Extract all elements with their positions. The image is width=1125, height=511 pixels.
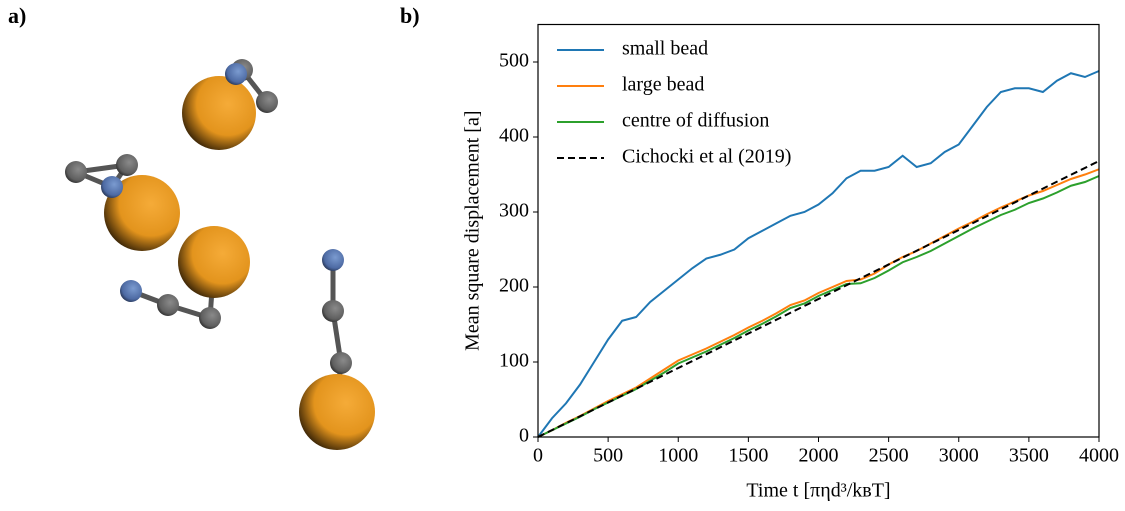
x-tick-label: 1500 [728,445,768,467]
x-tick-label: 500 [593,445,623,467]
panel-label: a) [8,3,26,28]
x-tick-label: 0 [533,445,543,467]
series-line [537,70,1100,438]
series-line [537,160,1100,438]
y-axis-label: Mean square displacement [a] [462,111,484,351]
legend-label: small bead [622,38,708,60]
x-tick-label: 3500 [1009,445,1049,467]
x-tick-label: 3000 [939,445,979,467]
bead-rendering [65,59,375,450]
x-tick-label: 1000 [658,445,698,467]
x-tick-label: 2000 [799,445,839,467]
y-tick-label: 200 [499,275,529,297]
legend-label: centre of diffusion [622,110,769,132]
y-tick-label: 400 [499,125,529,147]
legend-label: Cichocki et al (2019) [622,146,791,168]
y-tick-label: 0 [519,425,529,447]
x-tick-label: 2500 [869,445,909,467]
panel-label: b) [400,3,420,28]
y-tick-label: 100 [499,350,529,372]
x-axis-label: Time t [πηd³/kʙT] [746,480,890,502]
y-tick-label: 300 [499,200,529,222]
y-tick-label: 500 [499,50,529,72]
legend-label: large bead [622,74,704,96]
series-line [537,175,1100,438]
series-line [537,168,1100,438]
x-tick-label: 4000 [1079,445,1119,467]
